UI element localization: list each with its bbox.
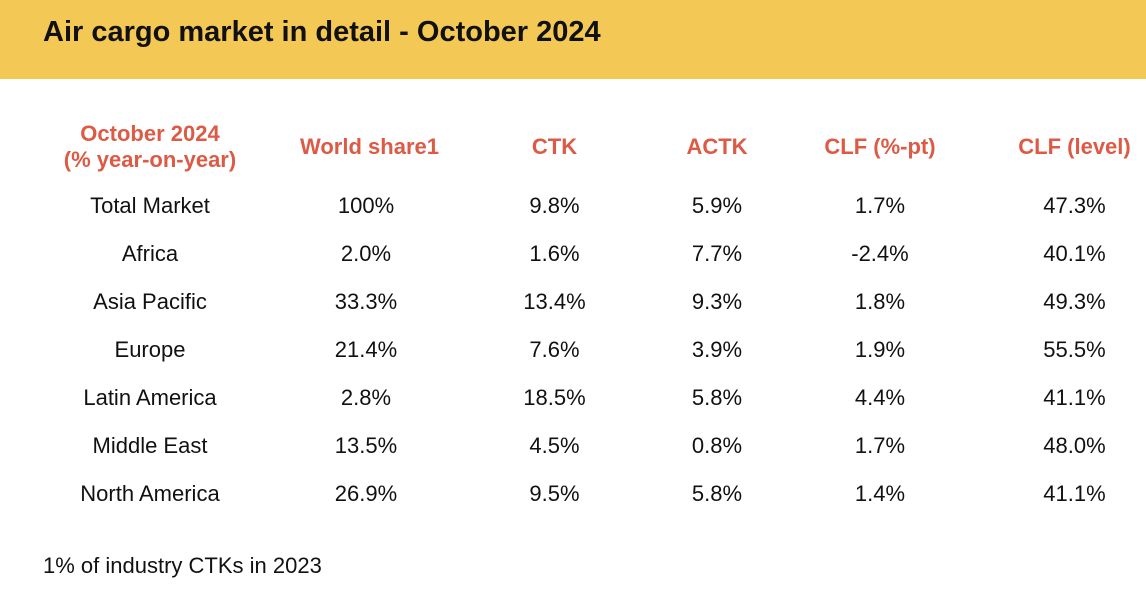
column-header-period: October 2024 (% year-on-year) (0, 112, 300, 182)
cell-world-share: 2.8% (340, 385, 392, 410)
cell-clf-pt: 1.4% (854, 481, 906, 506)
cell-clf-level: 49.3% (1043, 289, 1106, 314)
column-header-actk: ACTK (686, 134, 748, 159)
cell-actk: 9.3% (691, 289, 743, 314)
table-row: Total Market 100% 9.8% 5.9% 1.7% 47.3% (0, 182, 1146, 230)
table-header-row: October 2024 (% year-on-year) World shar… (0, 112, 1146, 182)
table-row: North America 26.9% 9.5% 5.8% 1.4% 41.1% (0, 470, 1146, 518)
table-row: Latin America 2.8% 18.5% 5.8% 4.4% 41.1% (0, 374, 1146, 422)
column-header-clf-pt: CLF (%-pt) (824, 134, 936, 159)
cell-clf-level: 41.1% (1043, 385, 1106, 410)
cell-region: Europe (114, 337, 186, 362)
cell-ctk: 1.6% (529, 241, 580, 266)
table-row: Asia Pacific 33.3% 13.4% 9.3% 1.8% 49.3% (0, 278, 1146, 326)
cell-ctk: 9.5% (529, 481, 580, 506)
cell-world-share: 100% (337, 193, 395, 218)
cell-actk: 5.8% (691, 385, 743, 410)
column-header-world-share: World share1 (300, 134, 439, 159)
page-title: Air cargo market in detail - October 202… (43, 16, 601, 48)
cell-world-share: 2.0% (340, 241, 392, 266)
cell-actk: 5.9% (691, 193, 743, 218)
cell-region: Asia Pacific (93, 289, 207, 314)
cell-clf-level: 48.0% (1043, 433, 1106, 458)
cell-clf-level: 47.3% (1043, 193, 1106, 218)
cell-region: North America (80, 481, 220, 506)
cell-world-share: 33.3% (334, 289, 398, 314)
column-header-period-line2: (% year-on-year) (63, 147, 237, 172)
cell-ctk: 4.5% (529, 433, 580, 458)
cell-clf-pt: 4.4% (854, 385, 906, 410)
title-banner: Air cargo market in detail - October 202… (0, 0, 1146, 79)
column-header-ctk: CTK (531, 134, 578, 159)
table-body: Total Market 100% 9.8% 5.9% 1.7% 47.3% Africa 2… (0, 182, 1146, 518)
cell-clf-pt: -2.4% (851, 241, 909, 266)
cell-ctk: 9.8% (529, 193, 580, 218)
column-header-period-line1: October 2024 (80, 121, 220, 146)
cell-clf-pt: 1.9% (854, 337, 906, 362)
cell-clf-level: 40.1% (1043, 241, 1106, 266)
cell-actk: 5.8% (691, 481, 743, 506)
column-header-clf-level: CLF (level) (1018, 134, 1131, 159)
cell-region: Latin America (83, 385, 217, 410)
table-row: Africa 2.0% 1.6% 7.7% -2.4% 40.1% (0, 230, 1146, 278)
cell-world-share: 26.9% (334, 481, 398, 506)
cell-clf-level: 41.1% (1043, 481, 1106, 506)
cell-ctk: 13.4% (523, 289, 586, 314)
cell-region: Middle East (92, 433, 208, 458)
cell-actk: 7.7% (691, 241, 743, 266)
cell-clf-level: 55.5% (1043, 337, 1106, 362)
cell-clf-pt: 1.7% (854, 193, 906, 218)
cell-clf-pt: 1.8% (854, 289, 906, 314)
cell-ctk: 7.6% (529, 337, 580, 362)
cell-world-share: 13.5% (334, 433, 398, 458)
table-row: Europe 21.4% 7.6% 3.9% 1.9% 55.5% (0, 326, 1146, 374)
table-row: Middle East 13.5% 4.5% 0.8% 1.7% 48.0% (0, 422, 1146, 470)
cell-actk: 0.8% (691, 433, 743, 458)
market-table: October 2024 (% year-on-year) World shar… (0, 112, 1146, 518)
cell-world-share: 21.4% (334, 337, 398, 362)
footnote: 1% of industry CTKs in 2023 (43, 553, 322, 578)
cell-region: Africa (121, 241, 179, 266)
cell-actk: 3.9% (691, 337, 743, 362)
cell-region: Total Market (90, 193, 210, 218)
cell-ctk: 18.5% (523, 385, 586, 410)
cell-clf-pt: 1.7% (854, 433, 906, 458)
